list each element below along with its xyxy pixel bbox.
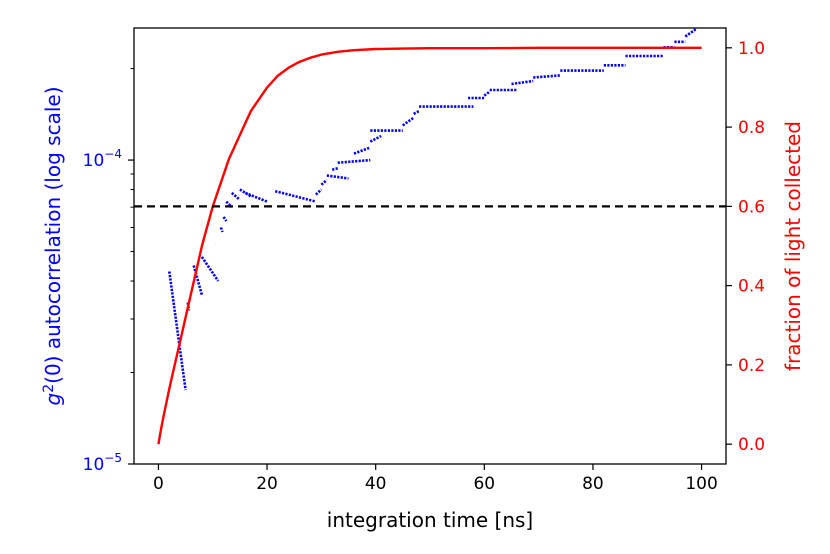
x-tick-label: 100 — [685, 474, 717, 494]
left-y-axis-label: g2(0) autocorrelation (log scale) — [41, 87, 65, 406]
right-y-axis: 0.0 0.2 0.4 0.6 0.8 1.0 — [726, 39, 765, 455]
left-y-axis-label-symbol: g — [41, 393, 65, 406]
g2-segment-7 — [225, 200, 233, 209]
right-y-tick-label: 1.0 — [738, 39, 765, 59]
x-axis-label: integration time [ns] — [327, 508, 533, 532]
plot-area — [134, 28, 726, 445]
g2-segment-28 — [533, 74, 561, 79]
g2-segment-5 — [219, 227, 224, 233]
g2-segment-13 — [315, 188, 323, 196]
left-y-axis: 10−4 10−5 — [83, 68, 134, 475]
x-tick-label: 40 — [365, 474, 387, 494]
g2-segment-14 — [320, 179, 328, 186]
right-y-tick-label: 0.8 — [738, 118, 765, 138]
right-y-axis-label: fraction of light collected — [781, 121, 805, 371]
x-tick-label: 0 — [153, 474, 164, 494]
x-tick-label: 60 — [473, 474, 495, 494]
g2-segment-17 — [337, 158, 371, 164]
x-axis: 0 20 40 60 80 100 — [153, 464, 718, 494]
right-y-tick-label: 0.4 — [738, 277, 765, 297]
g2-segment-0 — [168, 271, 187, 391]
x-tick-label: 80 — [582, 474, 604, 494]
g2-segment-15 — [326, 174, 349, 180]
g2-segment-6 — [222, 216, 228, 222]
g2-segment-16 — [331, 166, 339, 171]
right-y-tick-label: 0.6 — [738, 197, 765, 217]
left-y-tick-label: 10−5 — [83, 451, 122, 475]
plot-frame — [133, 27, 727, 465]
light-fraction-line — [157, 46, 702, 445]
right-y-tick-label: 0.2 — [738, 356, 765, 376]
g2-segment-2 — [192, 265, 204, 296]
right-y-tick-label: 0.0 — [738, 435, 765, 455]
g2-segment-34 — [684, 28, 697, 38]
g2-segment-11 — [274, 189, 290, 196]
g2-segment-10 — [244, 191, 268, 203]
left-y-axis-label-superscript: 2 — [41, 384, 57, 393]
g2-segment-21 — [402, 116, 415, 127]
g2-segment-27 — [511, 79, 534, 86]
g2-segment-19 — [369, 134, 382, 143]
x-tick-label: 20 — [256, 474, 278, 494]
g2-segment-18 — [353, 146, 371, 155]
left-y-tick-label: 10−4 — [83, 147, 122, 171]
g2-segment-12 — [288, 193, 317, 203]
g2-segment-3 — [200, 256, 220, 282]
g2-segment-22 — [413, 109, 420, 115]
g2-segment-25 — [483, 90, 491, 97]
g2-segment-8 — [230, 191, 241, 201]
left-y-axis-label-text: (0) autocorrelation (log scale) — [41, 87, 65, 384]
